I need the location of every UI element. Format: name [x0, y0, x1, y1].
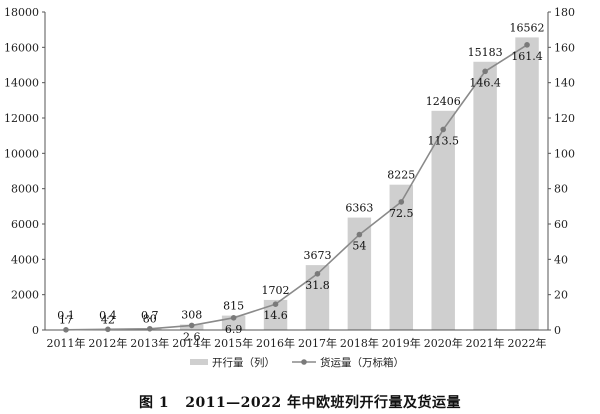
- y-right-tick-label: 60: [554, 218, 568, 231]
- y-left-tick-label: 16000: [4, 41, 39, 54]
- line-point: [105, 326, 111, 333]
- line-value-label: 2.6: [183, 330, 201, 343]
- bar-value-label: 16562: [510, 21, 545, 34]
- figure-caption: 图 1 2011—2022 年中欧班列开行量及货运量: [0, 392, 600, 412]
- bar: [305, 265, 330, 330]
- line-value-label: 161.4: [511, 50, 543, 63]
- x-tick-label: 2020年: [424, 336, 463, 350]
- line-point: [356, 231, 363, 238]
- bar-value-label: 1702: [262, 284, 290, 297]
- x-tick-label: 2014年: [172, 336, 211, 350]
- line-point: [63, 327, 69, 333]
- line-point: [314, 271, 321, 277]
- y-right-tick-label: 80: [554, 183, 568, 196]
- line-series-path: [65, 44, 528, 331]
- bar: [515, 37, 539, 331]
- y-left-tick-label: 6000: [11, 218, 39, 231]
- bar-value-label: 8225: [387, 169, 415, 182]
- line-point: [230, 315, 237, 321]
- figure-number: 图 1: [138, 395, 170, 411]
- y-right-tick-label: 100: [554, 147, 575, 160]
- bar-value-label: 15183: [468, 46, 503, 59]
- bar-value-label: 12406: [426, 95, 461, 108]
- x-tick-label: 2012年: [88, 336, 127, 350]
- line-value-label: 6.9: [225, 323, 243, 336]
- x-tick-label: 2017年: [298, 336, 337, 350]
- figure-title: 2011—2022 年中欧班列开行量及货运量: [185, 395, 462, 411]
- line-point: [188, 322, 195, 329]
- line-point: [440, 126, 447, 133]
- labels-layer: 17 42 80 308 815 1702 3673 6363 8225 12406 15183 16…: [57, 21, 544, 343]
- y-left-tick-label: 10000: [4, 147, 39, 160]
- legend-bar-swatch: [190, 359, 208, 365]
- y-right-tick-label: 160: [554, 41, 575, 54]
- y-right-tick-label: 140: [554, 77, 575, 90]
- y-right-tick-label: 180: [554, 6, 575, 19]
- y-left-tick-label: 2000: [11, 289, 39, 302]
- line-value-label: 0.4: [99, 309, 117, 322]
- line-point: [272, 301, 279, 308]
- line-value-label: 0.1: [57, 309, 75, 322]
- x-tick-label: 2021年: [466, 336, 505, 350]
- line-value-label: 31.8: [305, 279, 330, 292]
- axes-layer: 0 2000 4000 6000 8000 10000 12000 14000 16000 180…: [4, 6, 575, 350]
- y-left-tick-label: 0: [32, 324, 39, 337]
- line-point: [146, 325, 153, 332]
- x-tick-label: 2015年: [214, 336, 253, 350]
- x-tick-label: 2018年: [340, 336, 379, 350]
- x-tick-label: 2016年: [256, 336, 295, 350]
- line-value-label: 113.5: [427, 134, 459, 147]
- line-value-label: 146.4: [469, 76, 501, 89]
- bar-value-label: 308: [181, 309, 202, 322]
- bar: [431, 110, 455, 330]
- chart: 0 2000 4000 6000 8000 10000 12000 14000 16000 180…: [4, 6, 575, 369]
- line-layer: [63, 42, 530, 333]
- line-value-label: 72.5: [389, 207, 414, 220]
- x-tick-label: 2019年: [382, 336, 421, 350]
- bar-value-label: 17: [59, 314, 73, 327]
- legend-line-marker: [301, 359, 307, 365]
- bar-value-label: 815: [223, 300, 244, 313]
- legend: 开行量（列） 货运量（万标箱）: [190, 356, 404, 369]
- bar-value-label: 3673: [303, 249, 331, 262]
- line-point: [482, 68, 488, 75]
- bar-value-label: 80: [143, 313, 157, 326]
- x-tick-label: 2011年: [46, 336, 85, 350]
- bars-layer: [54, 37, 539, 331]
- y-right-tick-label: 20: [554, 289, 568, 302]
- bar-value-label: 42: [101, 313, 115, 326]
- legend-bar-label: 开行量（列）: [212, 356, 275, 369]
- bar-value-label: 6363: [345, 202, 373, 215]
- line-value-label: 0.7: [141, 309, 159, 322]
- line-point: [524, 42, 530, 48]
- bar: [347, 217, 372, 330]
- line-value-label: 54: [352, 240, 366, 253]
- y-right-tick-label: 0: [554, 324, 561, 337]
- line-value-label: 14.6: [263, 309, 288, 322]
- y-left-tick-label: 18000: [4, 6, 39, 19]
- y-right-tick-label: 40: [554, 253, 568, 266]
- y-right-tick-label: 120: [554, 112, 575, 125]
- y-left-tick-label: 14000: [4, 77, 39, 90]
- y-left-tick-label: 8000: [11, 183, 39, 196]
- y-left-tick-label: 12000: [4, 112, 39, 125]
- y-left-tick-label: 4000: [11, 253, 39, 266]
- bar: [263, 299, 288, 330]
- x-tick-label: 2022年: [508, 336, 547, 350]
- line-point: [398, 199, 405, 205]
- bar: [473, 61, 497, 330]
- x-tick-label: 2013年: [130, 336, 169, 350]
- legend-line-label: 货运量（万标箱）: [320, 356, 404, 369]
- bar: [389, 184, 414, 330]
